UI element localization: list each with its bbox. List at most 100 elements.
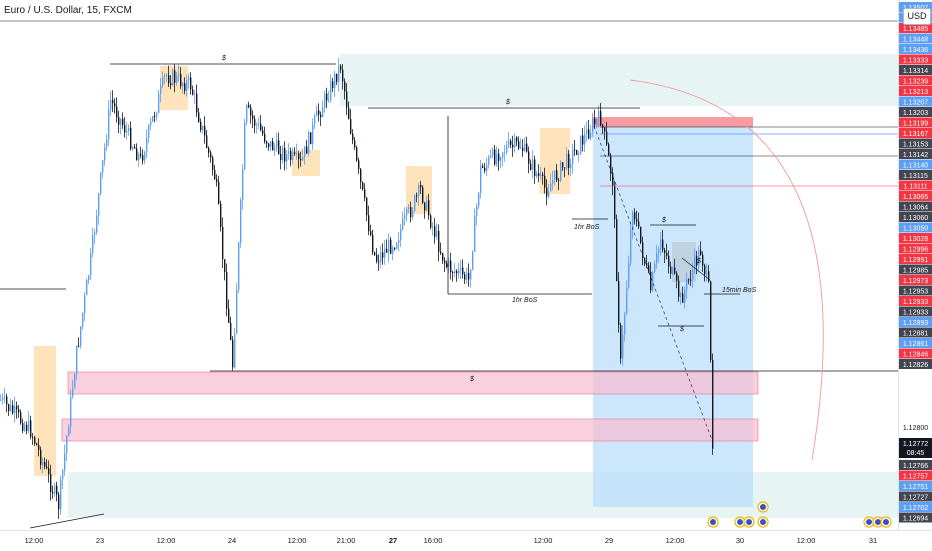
candle (358, 160, 360, 170)
candles-layer (0, 57, 714, 519)
candle (648, 265, 650, 272)
candle (52, 492, 54, 494)
candle (306, 146, 308, 154)
candle (74, 374, 76, 389)
candle (588, 129, 590, 139)
candle (668, 256, 670, 267)
candle (386, 249, 388, 253)
event-badge-flag (710, 519, 716, 525)
candle (214, 169, 216, 180)
candle (300, 159, 302, 161)
candle (412, 210, 414, 218)
candle (698, 250, 700, 266)
drawings-layer (0, 20, 898, 529)
candle (422, 187, 424, 203)
candle (312, 124, 314, 144)
candle (152, 116, 154, 122)
candle (438, 230, 440, 252)
candle (328, 99, 330, 101)
candle (572, 149, 574, 165)
annotation-label: 1hr BoS (512, 297, 538, 304)
candle (596, 119, 598, 125)
candle (664, 250, 666, 254)
candle (310, 132, 312, 144)
candle (650, 271, 652, 291)
candle (206, 135, 208, 148)
candle (590, 132, 592, 139)
candle (236, 289, 238, 334)
candle (418, 185, 420, 197)
candle (478, 192, 480, 207)
candle (252, 115, 254, 120)
candle (320, 114, 322, 118)
candle (548, 191, 550, 197)
candle (432, 226, 434, 228)
candle (146, 138, 148, 153)
candle (174, 70, 176, 83)
candle (440, 251, 442, 254)
currency-button[interactable]: USD (903, 8, 931, 25)
candle (284, 148, 286, 162)
candle (370, 231, 372, 236)
candle (42, 462, 44, 465)
candle (78, 345, 80, 347)
candle (622, 334, 624, 359)
candle (356, 147, 358, 161)
candle (290, 151, 292, 160)
event-badge-flag (760, 519, 766, 525)
candle (134, 147, 136, 149)
candle (388, 239, 390, 253)
candle (316, 110, 318, 117)
candle (398, 240, 400, 244)
candle (126, 130, 128, 133)
candle (212, 157, 214, 170)
candle (334, 73, 336, 88)
price-axis[interactable] (898, 0, 932, 530)
candle (474, 216, 476, 252)
candle (602, 125, 604, 128)
event-badge-flag (866, 519, 872, 525)
candle (446, 263, 448, 267)
candle (286, 154, 288, 162)
candle (88, 275, 90, 281)
candle (114, 103, 116, 107)
candle (580, 135, 582, 154)
candle (654, 263, 656, 273)
candle (200, 121, 202, 130)
candle (62, 469, 64, 480)
candle (490, 155, 492, 158)
liquidity-zone (340, 54, 898, 106)
candle (696, 256, 698, 266)
projection-line (593, 125, 713, 441)
candle (224, 259, 226, 272)
candle (690, 279, 692, 281)
candle (612, 172, 614, 186)
candle (44, 462, 46, 467)
candle (98, 193, 100, 216)
candle (404, 215, 406, 219)
candle (460, 267, 462, 270)
candle (630, 229, 632, 264)
candle (28, 420, 30, 431)
candle (614, 185, 616, 220)
candle (150, 121, 152, 126)
candle (352, 133, 354, 141)
time-axis[interactable] (0, 530, 932, 551)
candle (482, 166, 484, 168)
candle (362, 182, 364, 190)
candle (500, 157, 502, 161)
candle (186, 80, 188, 91)
candle (538, 173, 540, 177)
candle (448, 260, 450, 267)
candle (266, 141, 268, 144)
candle (308, 132, 310, 154)
candle (262, 130, 264, 134)
candle (32, 436, 34, 438)
candle (16, 405, 18, 410)
candle (498, 153, 500, 161)
target-zone (68, 472, 898, 518)
candle (22, 423, 24, 431)
candle (178, 74, 180, 76)
candle (666, 253, 668, 257)
